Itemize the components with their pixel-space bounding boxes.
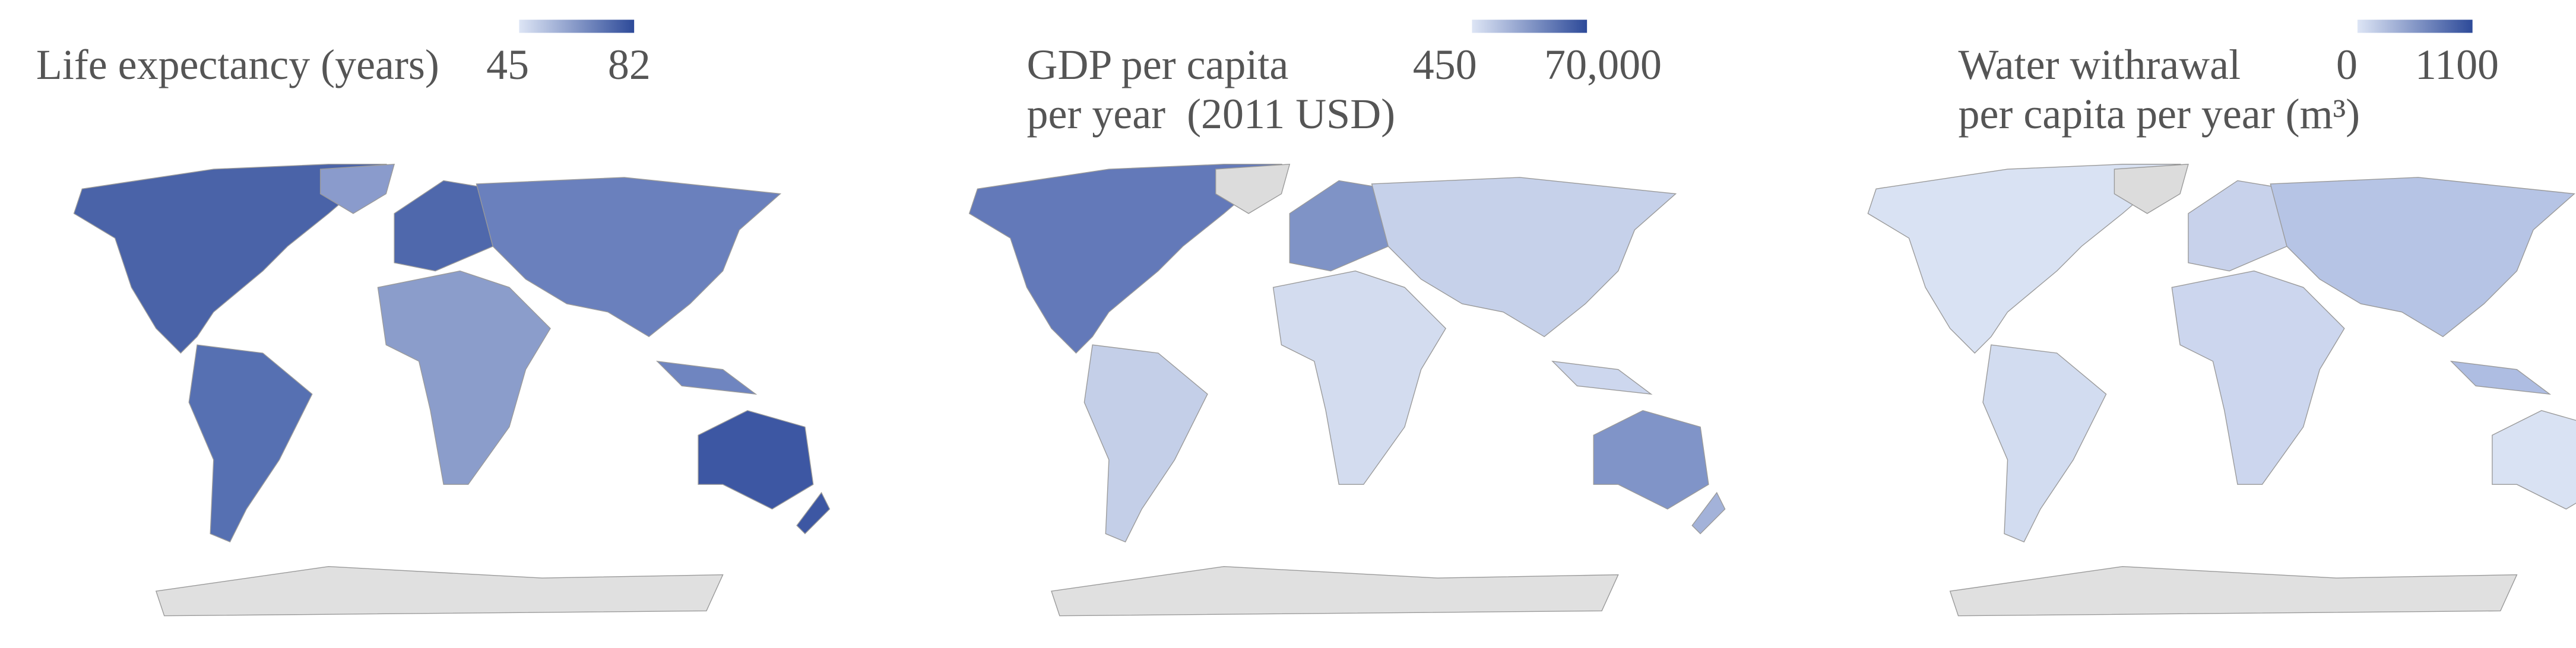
south-america bbox=[1083, 344, 1208, 543]
australia bbox=[698, 410, 814, 510]
europe bbox=[1289, 180, 1389, 272]
greenland bbox=[2114, 163, 2189, 214]
australia bbox=[2492, 410, 2576, 510]
north-america bbox=[968, 164, 1283, 354]
world-map bbox=[1867, 163, 2576, 617]
africa bbox=[377, 270, 551, 485]
asia bbox=[1371, 177, 1677, 338]
new-zealand bbox=[796, 491, 831, 535]
indonesia bbox=[655, 360, 758, 395]
greenland bbox=[1215, 163, 1291, 214]
antarctica bbox=[1949, 566, 2518, 617]
map-title: GDP per capita bbox=[1027, 41, 1289, 88]
scale-max-label: 1100 bbox=[2415, 41, 2499, 88]
north-america bbox=[1867, 164, 2181, 354]
scale-min-label: 0 bbox=[2336, 41, 2358, 88]
map-title: Water withrawal bbox=[1959, 41, 2241, 88]
australia bbox=[1593, 410, 1709, 510]
map-title: per year (2011 USD) bbox=[1027, 90, 1396, 138]
europe bbox=[2188, 180, 2287, 272]
europe bbox=[394, 180, 493, 272]
south-america bbox=[188, 344, 313, 543]
world-map bbox=[73, 163, 831, 617]
map-title: Life expectancy (years) bbox=[36, 41, 439, 88]
south-america bbox=[1982, 344, 2107, 543]
scale-max-label: 70,000 bbox=[1544, 41, 1662, 88]
color-scale bbox=[1472, 20, 1588, 33]
map-title: per capita per year (m³) bbox=[1959, 90, 2360, 138]
north-america bbox=[73, 164, 388, 354]
asia bbox=[2270, 177, 2575, 338]
color-scale bbox=[2357, 20, 2473, 33]
scale-min-label: 450 bbox=[1413, 41, 1477, 88]
asia bbox=[476, 177, 782, 338]
color-scale bbox=[519, 20, 635, 33]
indonesia bbox=[1551, 360, 1653, 395]
scale-max-label: 82 bbox=[608, 41, 651, 88]
world-map bbox=[968, 163, 1726, 617]
greenland bbox=[319, 163, 395, 214]
new-zealand bbox=[1691, 491, 1726, 535]
antarctica bbox=[155, 566, 724, 617]
map-panel: Life expectancy (years) 45 82 bbox=[36, 20, 831, 617]
indonesia bbox=[2450, 360, 2552, 395]
africa bbox=[1272, 270, 1447, 485]
africa bbox=[2171, 270, 2345, 485]
scale-min-label: 45 bbox=[486, 41, 529, 88]
antarctica bbox=[1051, 566, 1619, 617]
